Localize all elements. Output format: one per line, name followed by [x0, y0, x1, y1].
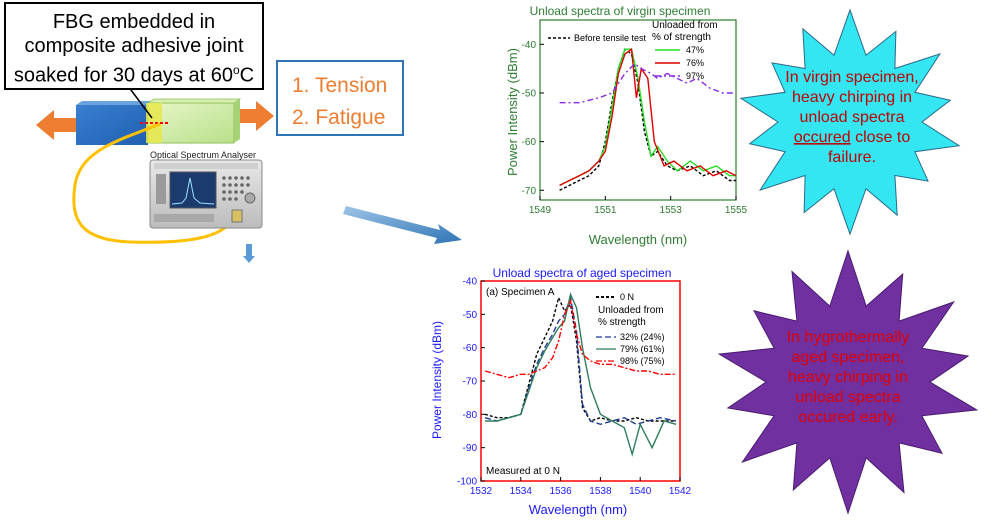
- aged-subtitle: (a) Specimen A: [486, 287, 555, 298]
- description-line-3: soaked for 30 days at 60oC: [13, 63, 255, 87]
- right-pull-arrow: [236, 101, 274, 131]
- aged-y-axis-label: Power Intensity (dBm): [430, 321, 444, 439]
- aged-legend-79: 79% (61%): [620, 344, 665, 354]
- aged-callout-line-4: unload spectra: [796, 389, 901, 406]
- virgin-callout-text: In virgin specimen, heavy chirping in un…: [785, 69, 918, 166]
- aged-x-axis-label: Wavelength (nm): [529, 502, 628, 517]
- optical-fiber: [72, 122, 238, 244]
- aged-y-tick-label: -60: [463, 343, 478, 354]
- osa-label: Optical Spectrum Analyser: [150, 150, 257, 160]
- description-pointer: [127, 85, 153, 119]
- loading-mode-tension: 1. Tension: [292, 74, 388, 97]
- test-setup: [36, 85, 462, 263]
- aged-y-tick-label: -90: [463, 443, 478, 454]
- aged-x-tick-label: 1542: [669, 486, 692, 497]
- aged-y-tick-label: -70: [463, 377, 478, 388]
- aged-legend-32: 32% (24%): [620, 332, 665, 342]
- aged-x-tick-label: 1540: [629, 486, 652, 497]
- virgin-y-tick-label: -70: [522, 186, 537, 197]
- aged-x-tick-label: 1536: [549, 486, 572, 497]
- optical-spectrum-analyser: [149, 159, 263, 229]
- virgin-y-axis-label: Power Intensity (dBm): [505, 48, 520, 176]
- specimen-description-box: FBG embedded in composite adhesive joint…: [4, 2, 264, 90]
- virgin-chart-title: Unload spectra of virgin specimen: [530, 4, 711, 18]
- virgin-legend-title-2: % of strength: [652, 32, 711, 43]
- virgin-callout-line-5: failure.: [828, 149, 876, 166]
- aged-x-tick-label: 1534: [510, 486, 533, 497]
- aged-series-3: [484, 298, 676, 379]
- virgin-chart: Unload spectra of virgin specimen 1549 15…: [505, 4, 748, 247]
- small-down-arrow: [243, 244, 255, 263]
- virgin-callout-line-1: In virgin specimen,: [785, 69, 918, 86]
- virgin-x-tick-label: 1553: [660, 205, 683, 216]
- aged-callout-line-1: In hygrothermally: [787, 329, 910, 346]
- virgin-axis-ticks: 1549 1551 1553 1555 -40 -50 -60 -70: [522, 40, 748, 216]
- aged-chart: Unload spectra of aged specimen 1532 1534…: [430, 266, 692, 517]
- description-line-2: composite adhesive joint: [24, 35, 244, 57]
- aged-callout-text: In hygrothermally aged specimen, heavy c…: [787, 329, 910, 426]
- aged-series-lines: [484, 292, 677, 457]
- aged-callout-starburst: [717, 249, 979, 515]
- virgin-y-tick-label: -50: [522, 88, 537, 99]
- virgin-x-tick-label: 1549: [529, 205, 552, 216]
- aged-legend-title-2: % strength: [598, 317, 646, 328]
- virgin-series-lines: [559, 47, 737, 191]
- virgin-legend-76: 76%: [686, 58, 704, 68]
- aged-x-tick-label: 1538: [589, 486, 612, 497]
- description-line-1: FBG embedded in: [52, 11, 216, 33]
- aged-legend-98: 98% (75%): [620, 356, 665, 366]
- virgin-legend-97: 97%: [686, 71, 704, 81]
- flow-arrow: [343, 206, 462, 244]
- virgin-y-tick-label: -60: [522, 137, 537, 148]
- virgin-x-tick-label: 1551: [594, 205, 617, 216]
- blue-adherend: [76, 105, 148, 145]
- aged-callout-line-5: occured early.: [798, 409, 897, 426]
- virgin-x-tick-label: 1555: [725, 205, 748, 216]
- virgin-legend-before: Before tensile test: [574, 33, 647, 43]
- aged-legend: 0 N Unloaded from % strength 32% (24%) 7…: [596, 292, 665, 366]
- virgin-series-0: [559, 48, 736, 191]
- virgin-callout-starburst: [739, 8, 961, 236]
- virgin-callout-line-2: heavy chirping in: [792, 89, 912, 106]
- aged-legend-title-1: Unloaded from: [598, 305, 664, 316]
- virgin-plot-frame: [539, 19, 737, 201]
- adhesive-overlap: [146, 103, 162, 143]
- aged-x-tick-label: 1532: [470, 486, 493, 497]
- aged-series-2: [485, 292, 677, 457]
- aged-y-tick-label: -80: [463, 410, 478, 421]
- virgin-series-3: [559, 62, 736, 104]
- virgin-x-axis-label: Wavelength (nm): [589, 232, 688, 247]
- aged-callout-line-3: heavy chirping in: [788, 369, 908, 386]
- virgin-y-tick-label: -40: [522, 40, 537, 51]
- aged-axis-ticks: 1532 1534 1536 1538 1540 1542 -40 -50 -60 -70 -80 -…: [457, 277, 692, 498]
- aged-callout-line-2: aged specimen,: [792, 349, 905, 366]
- loading-modes-box: 1. Tension 2. Fatigue: [276, 60, 404, 136]
- aged-chart-title: Unload spectra of aged specimen: [493, 266, 672, 280]
- osa-screen: [169, 171, 217, 209]
- aged-y-tick-label: -40: [463, 277, 478, 288]
- virgin-legend-47: 47%: [686, 45, 704, 55]
- aged-legend-0n: 0 N: [620, 292, 634, 302]
- aged-annotation: Measured at 0 N: [486, 466, 560, 477]
- virgin-series-2: [559, 47, 737, 187]
- left-pull-arrow: [36, 110, 76, 140]
- virgin-legend: Before tensile test Unloaded from % of s…: [548, 20, 718, 81]
- virgin-series-1: [559, 48, 736, 187]
- aged-y-tick-label: -100: [457, 477, 477, 488]
- aged-y-tick-label: -50: [463, 310, 478, 321]
- virgin-legend-title-1: Unloaded from: [652, 20, 718, 31]
- loading-mode-fatigue: 2. Fatigue: [292, 106, 386, 129]
- virgin-callout-line-4: occured close to: [794, 129, 911, 146]
- virgin-callout-line-3: unload spectra: [800, 109, 905, 126]
